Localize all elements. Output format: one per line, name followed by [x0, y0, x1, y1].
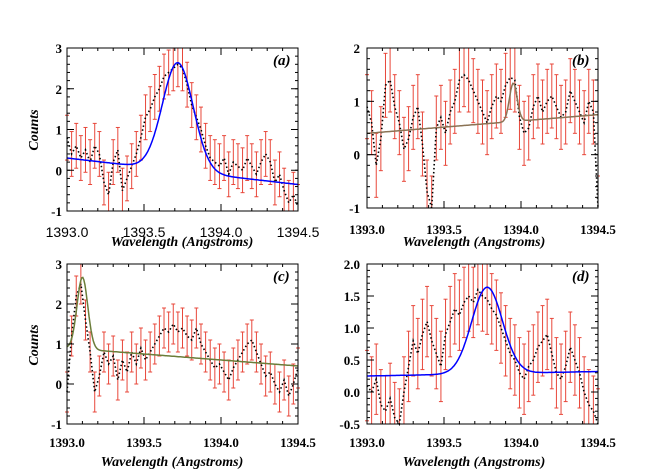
- y-tick-label: 0.5: [344, 353, 361, 368]
- x-tick-label: 1394.5: [277, 224, 320, 240]
- panel-b-label: (b): [572, 53, 590, 69]
- y-tick-label: 0: [354, 148, 361, 163]
- panel-c-xlabel: Wavelength (Angstroms): [101, 455, 243, 470]
- y-tick-label: -1: [51, 204, 62, 219]
- x-tick-label: 1394.0: [503, 435, 539, 450]
- panel-a-marks: [65, 48, 300, 211]
- data-series-line: [66, 63, 299, 208]
- panel-c-yticks: -1 0 1 2 3: [51, 257, 298, 432]
- data-series-line: [366, 287, 599, 427]
- y-tick-label: -1: [349, 201, 360, 216]
- y-tick-label: 2: [354, 41, 361, 56]
- y-tick-label: 1: [56, 123, 63, 138]
- x-tick-label: 1393.0: [49, 435, 85, 450]
- y-tick-label: 0: [56, 163, 63, 178]
- x-tick-label: 1394.0: [200, 224, 243, 240]
- panel-a-ylabel: Counts: [27, 109, 42, 151]
- y-tick-label: 0.0: [344, 385, 360, 400]
- x-tick-label: 1393.5: [426, 435, 462, 450]
- panel-c: (c) Counts Wavelength (Angstroms) -1 0 1 2 3…: [27, 257, 316, 470]
- fit-curve: [366, 82, 599, 135]
- y-tick-label: -1: [51, 417, 62, 432]
- panel-a-label: (a): [273, 53, 291, 69]
- panel-c-ylabel: Counts: [27, 324, 42, 366]
- fit-curve: [367, 286, 598, 377]
- x-tick-label: 1393.0: [349, 222, 385, 237]
- x-tick-label: 1394.5: [580, 435, 616, 450]
- panel-b-frame: [366, 47, 599, 209]
- x-tick-label: 1393.5: [123, 224, 166, 240]
- fit-curve: [66, 62, 299, 186]
- y-tick-label: 1.0: [344, 321, 360, 336]
- panel-a-xlabel: Wavelength (Angstroms): [111, 235, 253, 250]
- panel-a-xticks: 1393.0 1393.5 1394.0 1394.5: [46, 48, 320, 240]
- x-tick-label: 1393.5: [126, 435, 162, 450]
- x-tick-label: 1393.0: [46, 224, 89, 240]
- y-tick-label: -0.5: [339, 417, 360, 432]
- panel-c-label: (c): [273, 269, 290, 285]
- y-tick-label: 2.0: [344, 257, 360, 272]
- panel-b-xlabel: Wavelength (Angstroms): [403, 235, 545, 250]
- panel-d-xlabel: Wavelength (Angstroms): [403, 455, 545, 470]
- panel-c-marks: [65, 264, 300, 417]
- panel-d-yticks: -0.5 0.0 0.5 1.0 1.5 2.0: [339, 257, 598, 432]
- panel-d-frame: [366, 263, 599, 425]
- fit-curve: [66, 276, 299, 367]
- y-tick-label: 1.5: [344, 289, 361, 304]
- y-tick-label: 2: [56, 297, 63, 312]
- y-tick-label: 1: [56, 337, 63, 352]
- x-tick-label: 1393.5: [426, 222, 462, 237]
- x-tick-label: 1394.0: [203, 435, 239, 450]
- panel-b-xticks: 1393.0 1393.5 1394.0 1394.5: [349, 48, 616, 237]
- y-tick-label: 1: [354, 94, 361, 109]
- y-tick-label: 3: [56, 257, 63, 272]
- x-tick-label: 1394.0: [503, 222, 539, 237]
- panel-d-xticks: 1393.0 1393.5 1394.0 1394.5: [349, 264, 616, 450]
- y-tick-label: 2: [56, 82, 63, 97]
- y-tick-label: 3: [56, 41, 63, 56]
- panel-d: (d) Wavelength (Angstroms) -0.5 0.0 0.5 1.0…: [339, 257, 616, 470]
- panel-b-yticks: -1 0 1 2: [349, 41, 598, 216]
- y-tick-label: 0: [56, 377, 63, 392]
- panel-b-marks: [365, 48, 600, 209]
- x-tick-label: 1394.5: [280, 435, 316, 450]
- x-tick-label: 1393.0: [349, 435, 385, 450]
- panel-a: (a) Counts Wavelength (Angstroms) -1 0 1 2 3…: [27, 41, 320, 250]
- panel-a-yticks: -1 0 1 2 3: [51, 41, 298, 219]
- panel-d-marks: [365, 264, 600, 427]
- x-tick-label: 1394.5: [580, 222, 616, 237]
- panel-c-xticks: 1393.0 1393.5 1394.0 1394.5: [49, 264, 316, 450]
- panel-d-label: (d): [572, 269, 590, 285]
